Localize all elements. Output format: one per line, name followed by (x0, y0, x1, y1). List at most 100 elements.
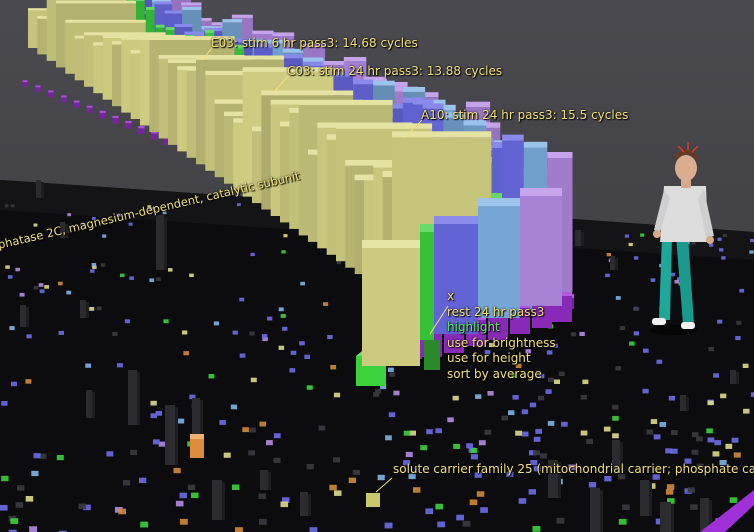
floor-tile (580, 430, 588, 436)
expression-bar-top (204, 27, 223, 32)
base-rail-cube-top (22, 80, 28, 82)
avatar-head (675, 155, 697, 181)
expression-bar-top (283, 54, 303, 59)
floor-tile (655, 518, 664, 525)
floor-tile (690, 504, 698, 510)
floor-tile (696, 436, 703, 442)
floor-tile (691, 432, 699, 438)
floor-tile (389, 372, 396, 377)
floor-tile (739, 288, 745, 293)
floor-tile (435, 428, 442, 434)
expression-bar-top (136, 0, 145, 1)
avatar-shoe-left (652, 318, 666, 325)
menu-item-close[interactable]: x (447, 289, 455, 303)
expression-bar-top (502, 134, 524, 141)
floor-tile (670, 272, 676, 277)
front-expression-bar-top (478, 198, 520, 206)
annotation-e03[interactable]: E03: stim 6 hr pass3: 14.68 cycles (211, 36, 418, 50)
expression-bar-top (152, 0, 171, 3)
floor-tile (612, 433, 619, 439)
floor-tile (533, 466, 541, 472)
floor-tile (280, 314, 286, 318)
annotation-c03[interactable]: C03: stim 24 hr pass3: 13.88 cycles (287, 64, 503, 78)
expression-bar-top (84, 32, 166, 36)
floor-pillar-side (671, 504, 674, 532)
floor-tile (533, 450, 540, 456)
floor-tile (10, 204, 15, 208)
expression-bar-top (182, 7, 202, 10)
floor-tile (475, 394, 482, 399)
floor-tile (31, 470, 39, 477)
expression-bar-top (252, 30, 274, 34)
expression-bar-top (333, 71, 353, 77)
floor-tile (646, 429, 654, 435)
menu-item-highlight[interactable]: highlight (447, 320, 500, 334)
menu-item-use-for-height[interactable]: use for height (447, 351, 531, 365)
floor-tile (318, 425, 326, 431)
floor-tile (282, 497, 290, 503)
floor-pillar (612, 440, 620, 470)
floor-tile (529, 450, 536, 456)
floor-pillar-side (308, 494, 311, 516)
floor-tile (173, 467, 181, 474)
floor-tile (1, 475, 9, 482)
annotation-a10[interactable]: A10: stim 24 hr pass3: 15.5 cycles (421, 108, 629, 122)
standing-person-avatar[interactable] (650, 142, 714, 335)
avatar-leg-left (659, 236, 672, 320)
gene-label-bottom[interactable]: solute carrier family 25 (mitochondrial … (393, 462, 754, 476)
floor-tile (403, 430, 411, 436)
floor-tile (640, 233, 645, 237)
floor-tile (580, 395, 587, 400)
expression-bar-top (423, 99, 446, 105)
floor-tile (189, 273, 194, 278)
floor-tile (66, 290, 72, 295)
base-rail-cube-top (112, 115, 119, 118)
floor-tile (112, 331, 118, 336)
floor-tile (237, 203, 241, 207)
menu-item-condition[interactable]: rest 24 hr pass3 (447, 304, 545, 319)
expression-bar-top (194, 32, 213, 36)
floor-tile (29, 526, 38, 532)
floor-tile (612, 415, 619, 421)
floor-tile (333, 457, 341, 463)
floor-pillar-side (709, 500, 712, 532)
floor-tile (707, 437, 715, 443)
floor-tile (582, 379, 589, 385)
expression-bar-top (181, 2, 202, 6)
floor-tile (262, 337, 268, 342)
menu-item-sort-by-average[interactable]: sort by average (447, 366, 542, 381)
front-expression-bar-top (434, 216, 478, 224)
floor-tile (653, 434, 661, 440)
floor-tile (650, 278, 656, 282)
base-rail-cube (86, 107, 93, 113)
expression-bar-top (443, 112, 466, 118)
floor-tile (539, 453, 547, 459)
base-rail-cube-top (86, 105, 93, 108)
floor-tile (708, 347, 714, 352)
floor-pillar (212, 480, 222, 520)
floor-tile (529, 402, 537, 408)
floor-tile (518, 498, 527, 504)
floor-tile (633, 256, 639, 260)
floor-pillar-side (649, 482, 652, 516)
floor-tile (27, 237, 32, 241)
floor-pillar-side (222, 482, 225, 520)
avatar-leg-right (676, 236, 694, 324)
floor-tile (120, 273, 125, 278)
floor-tile (182, 330, 188, 335)
floor-tile (10, 381, 17, 387)
floor-tile (548, 377, 554, 383)
floor-tile (484, 429, 492, 435)
floor-pillar-side (137, 372, 140, 425)
floor-tile (719, 460, 727, 466)
menu-item-use-for-brightness[interactable]: use for brightness (447, 335, 556, 350)
floor-tile (750, 392, 754, 397)
floor-tile (10, 518, 19, 524)
floor-tile (750, 238, 754, 243)
floor-tile (5, 265, 10, 269)
expression-bar-top (154, 1, 173, 5)
floor-tile (642, 388, 649, 394)
floor-pillar (730, 370, 736, 384)
